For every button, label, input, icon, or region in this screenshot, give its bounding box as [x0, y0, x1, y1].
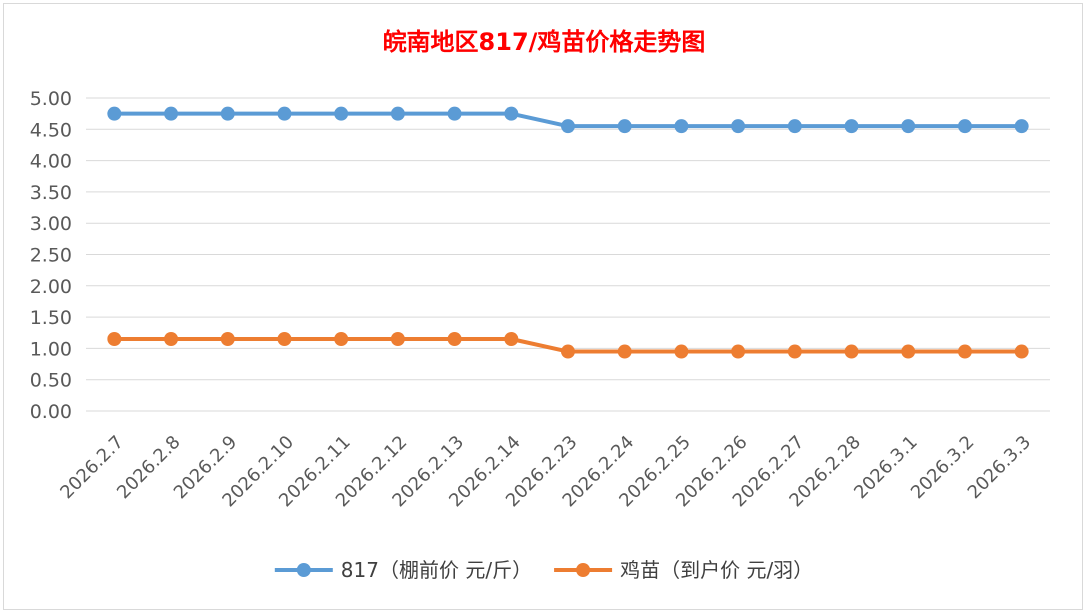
y-axis-ticks: 0.00 0.50 1.00 1.50 2.00 2.50 3.00 3.50 4.00 4.50… [30, 88, 72, 423]
data-point [957, 119, 972, 134]
data-point [957, 344, 972, 359]
data-point [447, 106, 462, 121]
series-layer [107, 106, 1029, 359]
data-point [901, 344, 916, 359]
data-point [787, 344, 802, 359]
data-point [447, 332, 462, 347]
data-point [220, 106, 235, 121]
data-point [731, 344, 746, 359]
data-point [220, 332, 235, 347]
data-point [731, 119, 746, 134]
y-tick-label: 5.00 [30, 88, 72, 110]
grid-lines [86, 97, 1050, 412]
y-tick-label: 2.50 [30, 245, 72, 267]
data-point [674, 344, 689, 359]
y-tick-label: 4.00 [30, 151, 72, 173]
legend-marker [576, 563, 591, 577]
y-tick-label: 4.50 [30, 119, 72, 141]
data-point [561, 344, 575, 359]
y-tick-label: 3.00 [30, 213, 72, 235]
y-tick-label: 3.50 [30, 182, 72, 204]
legend-item: 817（棚前价 元/斤） [274, 558, 532, 582]
series-2 [107, 332, 1029, 359]
data-point [844, 119, 859, 134]
data-point [107, 106, 122, 121]
data-point [277, 106, 292, 121]
data-point [617, 344, 632, 359]
data-point [504, 332, 519, 347]
data-point [1014, 119, 1029, 134]
y-tick-label: 1.00 [30, 338, 72, 360]
legend-item: 鸡苗（到户价 元/羽） [554, 558, 813, 582]
data-point [164, 332, 179, 347]
legend-marker [296, 563, 311, 577]
data-point [334, 332, 349, 347]
data-point [390, 332, 405, 347]
y-tick-label: 2.00 [30, 276, 72, 298]
data-point [901, 119, 916, 134]
x-axis-ticks: 2026.2.72026.2.82026.2.92026.2.102026.2.… [56, 432, 1035, 512]
y-tick-label: 0.50 [30, 370, 72, 392]
data-point [107, 332, 122, 347]
legend-label: 鸡苗（到户价 元/羽） [620, 558, 813, 582]
data-point [561, 119, 575, 134]
data-point [674, 119, 689, 134]
data-point [334, 106, 349, 121]
legend-label: 817（棚前价 元/斤） [341, 558, 532, 582]
y-tick-label: 0.00 [30, 401, 72, 423]
data-point [164, 106, 179, 121]
chart-frame [3, 3, 1083, 610]
data-point [390, 106, 405, 121]
data-point [787, 119, 802, 134]
data-point [617, 119, 632, 134]
data-point [1014, 344, 1029, 359]
legend: 817（棚前价 元/斤） 鸡苗（到户价 元/羽） [274, 558, 813, 582]
x-tick-label: 2026.3.3 [964, 432, 1036, 504]
series-1 [107, 106, 1029, 134]
y-tick-label: 1.50 [30, 307, 72, 329]
data-point [844, 344, 859, 359]
chart-title: 皖南地区817/鸡苗价格走势图 [383, 28, 706, 56]
data-point [504, 106, 519, 121]
data-point [277, 332, 292, 347]
